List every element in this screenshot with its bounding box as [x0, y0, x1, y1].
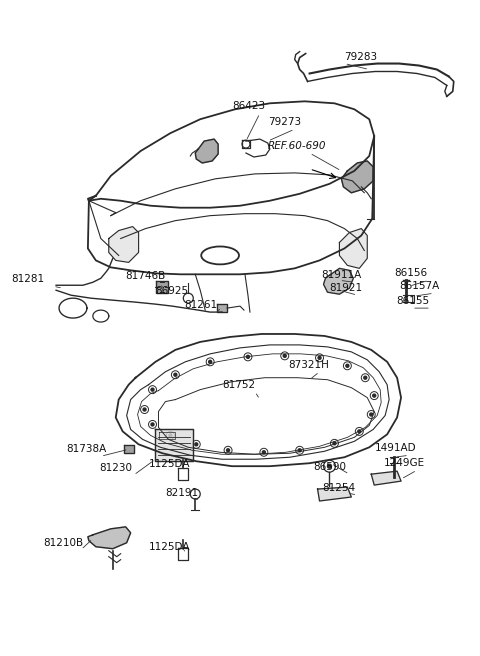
Text: 82191: 82191 [166, 488, 199, 498]
Text: 81746B: 81746B [126, 272, 166, 281]
Text: 87321H: 87321H [288, 359, 330, 370]
Text: 1125DA: 1125DA [148, 542, 190, 552]
Circle shape [283, 354, 286, 358]
Text: 79283: 79283 [344, 52, 377, 62]
Circle shape [358, 430, 361, 433]
Circle shape [143, 408, 146, 411]
Polygon shape [124, 445, 133, 453]
Text: 86157A: 86157A [399, 281, 439, 291]
Text: 86590: 86590 [313, 462, 347, 472]
Circle shape [370, 413, 373, 416]
Text: 81738A: 81738A [66, 444, 106, 454]
Text: 86925: 86925 [156, 286, 189, 297]
Polygon shape [217, 304, 227, 312]
Polygon shape [339, 228, 367, 268]
Text: 86423: 86423 [232, 101, 265, 112]
Text: 81911A: 81911A [322, 270, 362, 280]
Circle shape [373, 394, 376, 397]
Polygon shape [324, 268, 353, 294]
Circle shape [298, 449, 301, 452]
Polygon shape [341, 161, 373, 193]
Circle shape [151, 423, 154, 426]
Circle shape [227, 449, 229, 452]
Text: 1125DA: 1125DA [148, 459, 190, 469]
Polygon shape [156, 281, 168, 293]
Text: 81281: 81281 [12, 274, 45, 284]
Circle shape [333, 442, 336, 445]
Polygon shape [88, 527, 131, 548]
Circle shape [151, 388, 154, 391]
Circle shape [364, 377, 367, 379]
Circle shape [209, 360, 212, 363]
Polygon shape [195, 139, 218, 163]
Text: 81230: 81230 [99, 463, 132, 473]
Circle shape [195, 443, 198, 446]
Circle shape [174, 373, 177, 377]
Text: 81254: 81254 [323, 483, 356, 493]
Text: 1249GE: 1249GE [384, 458, 425, 468]
Circle shape [169, 434, 172, 437]
Polygon shape [156, 430, 193, 461]
Text: 1491AD: 1491AD [375, 443, 417, 453]
Text: 86156: 86156 [394, 268, 427, 278]
Text: 81921: 81921 [329, 283, 362, 293]
Text: 86155: 86155 [396, 296, 429, 306]
Circle shape [318, 356, 321, 359]
Text: 81210B: 81210B [43, 538, 83, 548]
Polygon shape [371, 471, 401, 485]
Text: 79273: 79273 [268, 117, 301, 127]
Circle shape [263, 451, 265, 454]
Circle shape [246, 356, 250, 358]
Text: 81261: 81261 [184, 300, 217, 310]
Text: 81752: 81752 [222, 380, 255, 390]
Polygon shape [318, 487, 351, 501]
Circle shape [327, 464, 332, 468]
Text: REF.60-690: REF.60-690 [268, 141, 326, 151]
Polygon shape [109, 226, 139, 262]
Circle shape [346, 364, 349, 367]
